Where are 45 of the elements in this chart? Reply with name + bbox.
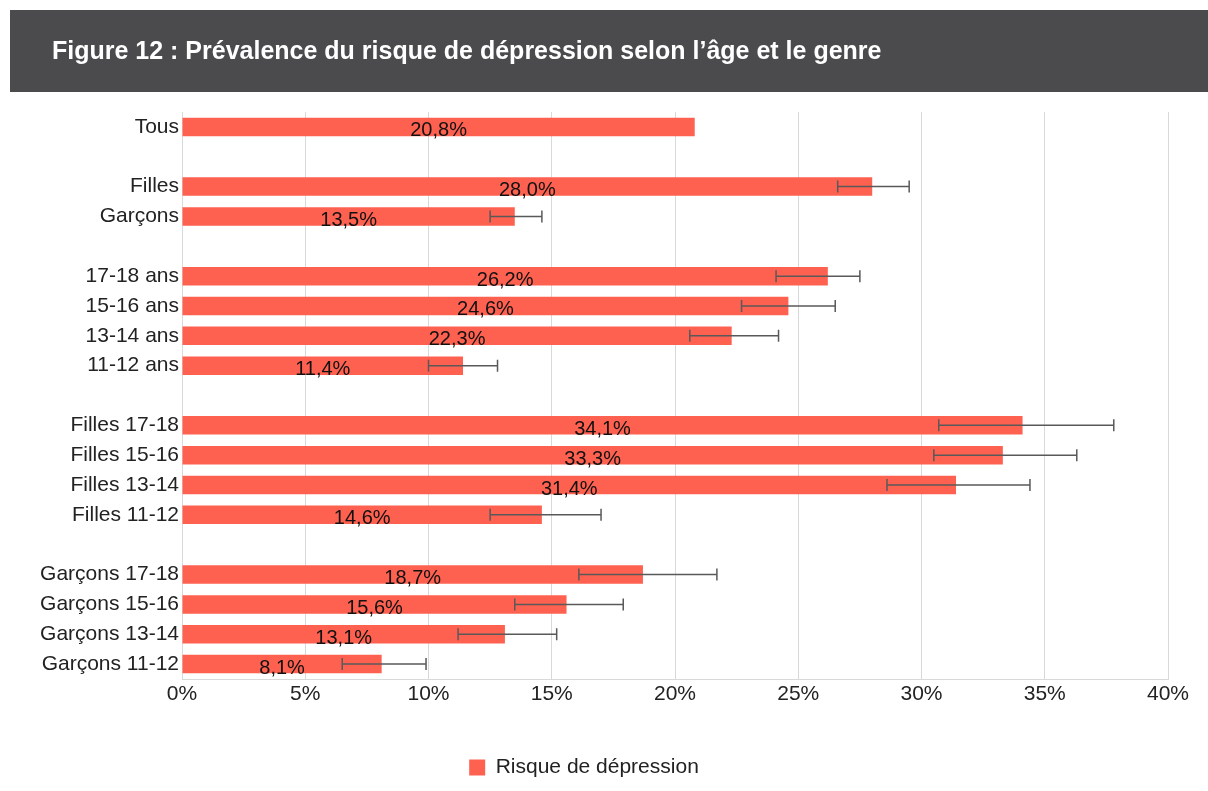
data-label: 13,5% xyxy=(320,207,378,230)
y-tick-label: Filles xyxy=(129,173,179,197)
x-tick-label: 10% xyxy=(407,681,450,705)
bar xyxy=(182,505,542,525)
y-tick-label: Garçons 11-12 xyxy=(41,650,179,674)
y-tick-label: 17-18 ans xyxy=(85,262,179,286)
data-label: 20,8% xyxy=(410,118,468,141)
data-label: 11,4% xyxy=(295,357,351,380)
data-label: 22,3% xyxy=(428,327,486,350)
data-label: 18,7% xyxy=(384,566,442,589)
y-tick-label: Garçons xyxy=(99,203,179,227)
data-label: 26,2% xyxy=(476,267,534,290)
legend-label: Risque de dépression xyxy=(495,754,699,778)
data-label: 34,1% xyxy=(574,416,632,439)
data-label: 28,0% xyxy=(498,178,556,201)
y-tick-label: 11-12 ans xyxy=(87,352,179,376)
x-tick-label: 25% xyxy=(777,681,820,705)
data-label: 31,4% xyxy=(540,476,598,499)
y-tick-label: Tous xyxy=(134,113,179,137)
data-label: 8,1% xyxy=(259,655,306,678)
bar xyxy=(182,296,789,316)
chart-title: Figure 12 : Prévalence du risque de dépression selon l’âge et le genre xyxy=(52,36,882,65)
data-label: 24,6% xyxy=(457,297,515,320)
x-tick-label: 20% xyxy=(653,681,697,705)
y-tick-label: Garçons 13-14 xyxy=(40,621,180,645)
bar xyxy=(182,117,695,137)
y-tick-label: Filles 17-18 xyxy=(70,412,179,436)
x-tick-label: 30% xyxy=(900,681,943,705)
bar xyxy=(182,326,732,346)
x-tick-label: 15% xyxy=(530,681,573,705)
y-tick-label: Filles 15-16 xyxy=(70,441,179,465)
x-tick-label: 40% xyxy=(1146,681,1190,705)
y-tick-label: Filles 11-12 xyxy=(72,501,179,525)
data-label: 15,6% xyxy=(346,595,404,618)
data-label: 13,1% xyxy=(315,625,373,648)
data-label: 14,6% xyxy=(333,506,391,529)
x-tick-label: 5% xyxy=(290,681,321,705)
data-label: 33,3% xyxy=(564,446,622,469)
y-tick-label: Garçons 17-18 xyxy=(40,561,179,585)
x-tick-label: 35% xyxy=(1023,681,1066,705)
y-tick-label: 15-16 ans xyxy=(85,292,179,316)
y-tick-label: Filles 13-14 xyxy=(70,471,180,495)
y-tick-label: 13-14 ans xyxy=(85,322,179,346)
x-tick-label: 0% xyxy=(166,681,198,705)
y-tick-label: Garçons 15-16 xyxy=(40,591,179,615)
